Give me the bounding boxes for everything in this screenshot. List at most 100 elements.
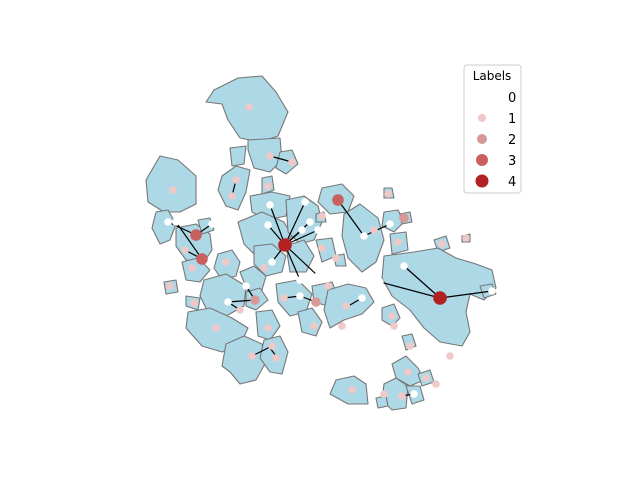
label-marker — [296, 276, 304, 284]
region-polygon — [145, 155, 197, 213]
label-marker — [224, 298, 232, 306]
label-marker — [406, 342, 414, 350]
label-marker — [278, 238, 292, 252]
network-link — [175, 221, 203, 260]
region-polygon — [275, 149, 299, 175]
network-link — [284, 244, 319, 277]
label-marker — [394, 238, 402, 246]
label-marker — [172, 218, 180, 226]
region-polygon — [297, 307, 323, 337]
label-marker — [348, 386, 356, 394]
label-marker — [360, 232, 368, 240]
region-polygon — [151, 209, 177, 245]
legend-marker-0 — [479, 94, 485, 100]
label-marker — [311, 297, 321, 307]
label-marker — [301, 198, 309, 206]
legend-label-2: 2 — [508, 133, 516, 148]
label-marker — [338, 322, 346, 330]
label-marker — [370, 226, 378, 234]
label-marker — [438, 240, 446, 248]
legend-frame — [463, 64, 522, 194]
label-marker — [332, 194, 344, 206]
label-marker — [190, 229, 202, 241]
label-marker — [266, 201, 274, 209]
label-marker — [164, 218, 172, 226]
legend-title: Labels — [473, 69, 512, 83]
label-marker — [386, 220, 394, 228]
legend-marker-1 — [478, 114, 486, 122]
label-marker — [390, 322, 398, 330]
label-marker — [268, 258, 276, 266]
label-marker — [400, 262, 408, 270]
label-marker — [260, 264, 268, 272]
label-marker — [324, 282, 332, 290]
label-marker — [342, 302, 350, 310]
region-polygon — [221, 335, 267, 385]
label-markers — [164, 103, 496, 400]
label-marker — [384, 190, 392, 198]
label-marker — [169, 186, 177, 194]
label-marker — [404, 368, 412, 376]
region-polygon — [199, 273, 247, 317]
network-link — [439, 290, 493, 299]
legend-label-1: 1 — [508, 112, 516, 127]
label-marker — [422, 374, 430, 382]
label-marker — [446, 352, 454, 360]
label-marker — [433, 291, 447, 305]
label-marker — [248, 352, 256, 360]
label-marker — [488, 287, 496, 295]
label-marker — [264, 221, 272, 229]
label-marker — [208, 220, 216, 228]
label-marker — [318, 212, 326, 220]
label-marker — [399, 213, 409, 223]
label-marker — [196, 253, 208, 265]
label-marker — [306, 218, 314, 226]
label-marker — [380, 390, 388, 398]
label-marker — [232, 176, 240, 184]
network-link — [337, 199, 365, 237]
label-marker — [358, 294, 366, 302]
legend-label-3: 3 — [508, 154, 516, 169]
label-marker — [242, 282, 250, 290]
network-link — [379, 281, 441, 299]
label-marker — [212, 324, 220, 332]
label-marker — [266, 152, 274, 160]
label-marker — [398, 392, 406, 400]
label-marker — [298, 226, 306, 234]
label-marker — [376, 278, 384, 286]
label-marker — [280, 294, 288, 302]
legend-label-0: 0 — [508, 91, 516, 106]
label-marker — [314, 226, 322, 234]
network-link — [269, 204, 286, 246]
region-polygon — [229, 145, 247, 167]
label-marker — [222, 258, 230, 266]
legend-marker-3 — [476, 154, 488, 166]
label-marker — [410, 390, 418, 398]
legend: Labels 0 1 2 3 4 — [463, 64, 522, 194]
network-link — [403, 265, 441, 299]
label-marker — [462, 234, 470, 242]
label-marker — [332, 254, 340, 262]
legend-marker-4 — [475, 174, 489, 188]
label-marker — [296, 292, 304, 300]
label-marker — [310, 322, 318, 330]
label-marker — [228, 192, 236, 200]
label-marker — [288, 158, 296, 166]
label-marker — [190, 299, 198, 307]
label-marker — [236, 306, 244, 314]
label-marker — [250, 295, 260, 305]
region-polygon — [375, 395, 389, 409]
label-marker — [432, 380, 440, 388]
label-marker — [264, 324, 272, 332]
label-marker — [188, 264, 196, 272]
label-marker — [314, 272, 322, 280]
label-marker — [166, 282, 174, 290]
legend-label-4: 4 — [508, 175, 516, 190]
label-marker — [181, 246, 189, 254]
network-link — [269, 155, 293, 163]
label-marker — [264, 182, 272, 190]
legend-marker-2 — [477, 134, 487, 144]
label-marker — [318, 244, 326, 252]
label-marker — [245, 103, 253, 111]
